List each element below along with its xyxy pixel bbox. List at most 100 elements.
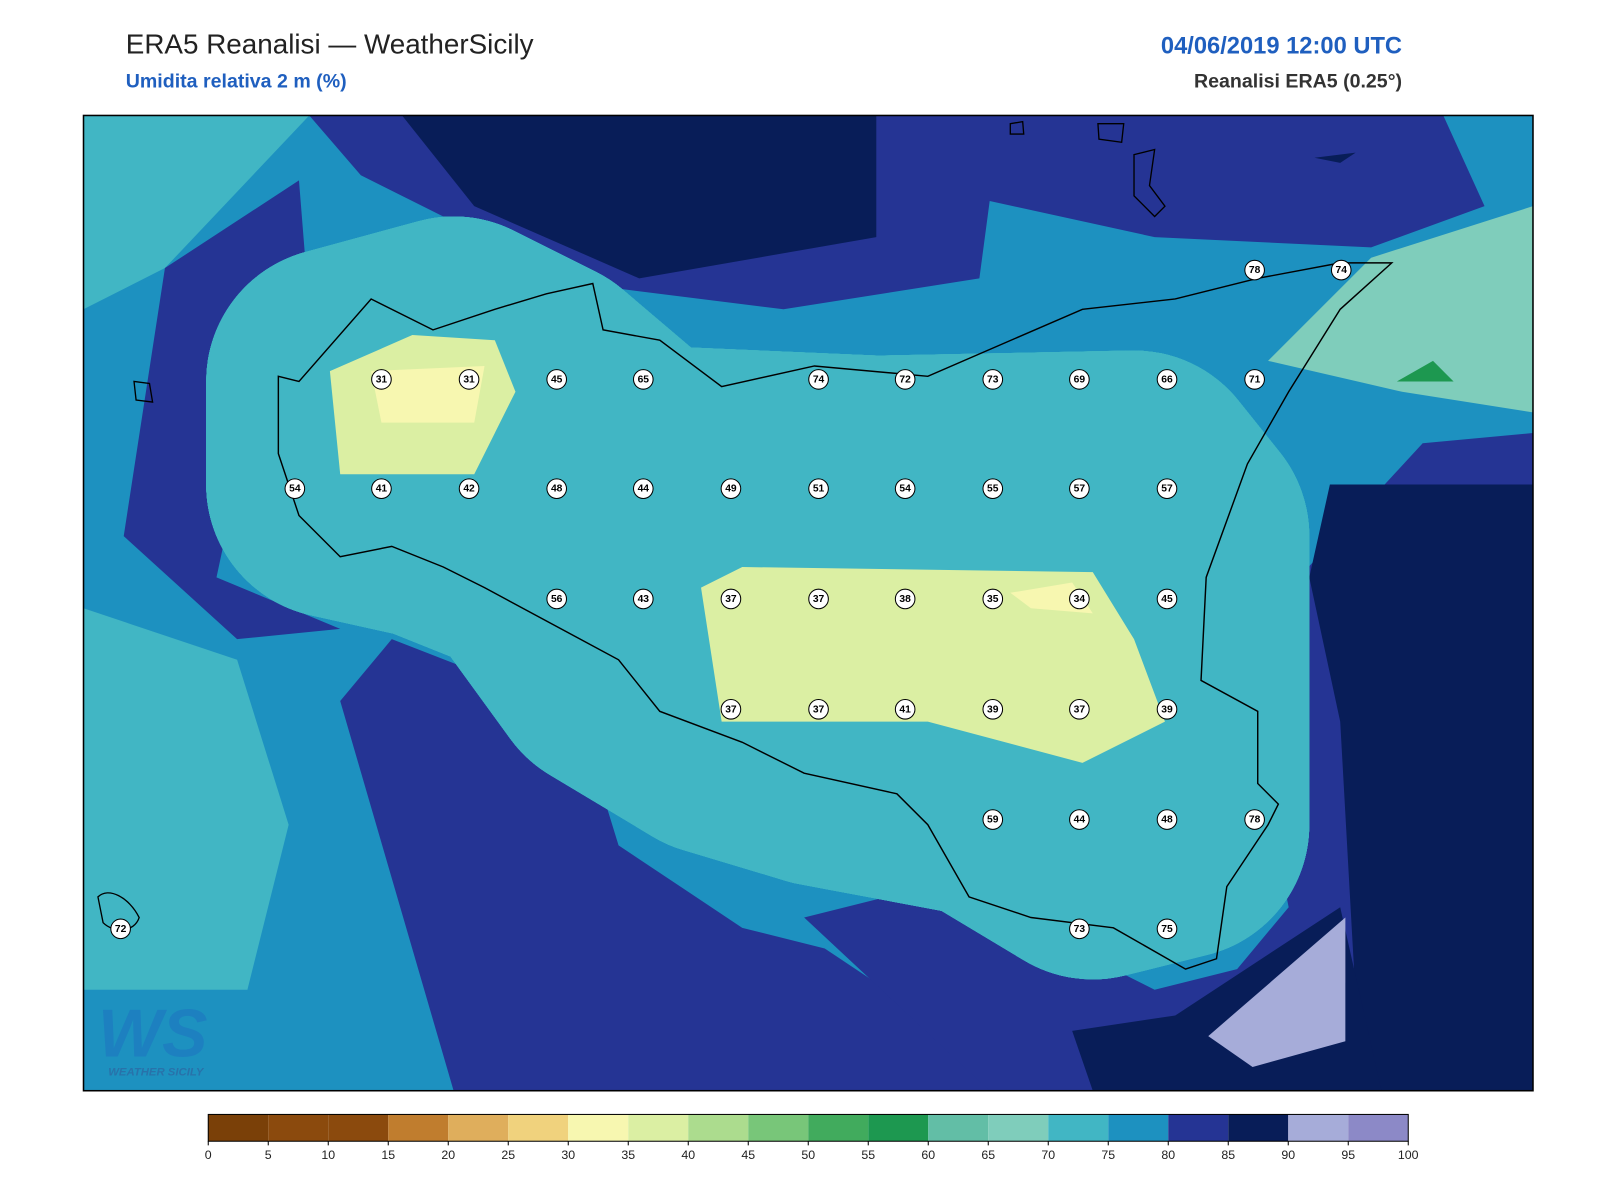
station-value: 56 [551, 594, 563, 605]
station-value: 72 [899, 374, 911, 385]
station-marker [458, 478, 480, 499]
station-value: 37 [813, 704, 825, 715]
colorbar-segment [508, 1114, 569, 1142]
colorbar-tick-label: 10 [321, 1148, 335, 1162]
station-marker [632, 478, 654, 499]
colorbar-segment [1228, 1114, 1289, 1142]
station-marker [1156, 809, 1178, 830]
station-marker [982, 369, 1004, 390]
colorbar-tick-label: 30 [561, 1148, 575, 1162]
colorbar-segment [568, 1114, 629, 1142]
station-marker [894, 698, 916, 720]
colorbar-tick-label: 45 [741, 1148, 755, 1162]
station-value: 41 [376, 484, 388, 495]
station-marker [1330, 259, 1352, 281]
colorbar-tick-label: 90 [1281, 1148, 1295, 1162]
station-value: 57 [1074, 484, 1086, 495]
station-value: 78 [1249, 815, 1261, 826]
colorbar-tick-label: 70 [1041, 1148, 1055, 1162]
station-marker [632, 588, 654, 610]
station-value: 37 [725, 704, 737, 715]
station-value: 54 [289, 484, 301, 495]
colorbar-tick-label: 95 [1341, 1148, 1355, 1162]
station-value: 48 [1161, 815, 1173, 826]
colorbar: 0 5 10 15 20 25 30 35 40 45 50 55 60 65 70 75 80 85 90 95 10… [205, 1113, 1419, 1162]
station-marker [808, 478, 829, 499]
station-value: 37 [725, 594, 737, 605]
colorbar-segment [1288, 1114, 1349, 1142]
station-value: 37 [813, 594, 825, 605]
station-marker [894, 588, 916, 610]
colorbar-segment [1168, 1114, 1229, 1142]
station-marker [1069, 918, 1090, 940]
station-marker [1069, 478, 1090, 499]
station-marker [1156, 369, 1178, 390]
colorbar-tick-label: 50 [801, 1148, 815, 1162]
colorbar-segment [748, 1114, 809, 1142]
station-value: 69 [1074, 374, 1086, 385]
datetime: 04/06/2019 12:00 UTC [1161, 34, 1402, 60]
map-frame [82, 114, 1534, 1092]
subtitle: Umidita relativa 2 m (%) [126, 71, 347, 93]
station-marker [1156, 478, 1178, 499]
station-value: 73 [987, 374, 999, 385]
station-marker [371, 478, 392, 499]
station-value: 34 [1074, 594, 1086, 605]
station-value: 72 [115, 924, 127, 935]
station-marker [632, 369, 654, 390]
station-marker [284, 478, 306, 499]
colorbar-tick-label: 15 [381, 1148, 395, 1162]
colorbar-tick-label: 25 [501, 1148, 515, 1162]
colorbar-segment [808, 1114, 869, 1142]
station-marker [1069, 809, 1090, 830]
colorbar-segment [208, 1114, 269, 1142]
station-marker [720, 698, 742, 720]
station-value: 31 [463, 374, 475, 385]
colorbar-tick-label: 100 [1398, 1148, 1419, 1162]
station-value: 48 [551, 484, 563, 495]
station-marker [1244, 369, 1265, 390]
station-value: 74 [1336, 265, 1348, 276]
colorbar-segment [868, 1114, 929, 1142]
station-value: 41 [899, 704, 911, 715]
station-marker [982, 809, 1004, 830]
station-marker [546, 369, 568, 390]
station-marker [371, 369, 392, 390]
station-value: 45 [551, 374, 563, 385]
station-value: 37 [1074, 704, 1086, 715]
station-marker [1156, 918, 1178, 940]
colorbar-segment [928, 1114, 989, 1142]
station-marker [546, 588, 568, 610]
colorbar-segment [388, 1114, 449, 1142]
station-marker [1069, 588, 1090, 610]
station-value: 59 [987, 815, 999, 826]
station-value: 44 [1074, 815, 1086, 826]
colorbar-segment [988, 1114, 1049, 1142]
station-value: 31 [376, 374, 388, 385]
colorbar-tick-label: 85 [1221, 1148, 1235, 1162]
station-value: 78 [1249, 265, 1261, 276]
station-value: 39 [987, 704, 999, 715]
station-marker [458, 369, 480, 390]
station-marker [720, 478, 742, 499]
station-value: 75 [1161, 924, 1173, 935]
station-value: 49 [725, 484, 737, 495]
logo-text: WEATHER SICILY [108, 1066, 205, 1078]
station-value: 51 [813, 484, 825, 495]
station-marker [1069, 698, 1090, 720]
colorbar-segment [688, 1114, 749, 1142]
colorbar-tick-label: 0 [205, 1148, 212, 1162]
station-value: 74 [813, 374, 825, 385]
colorbar-tick-label: 5 [265, 1148, 272, 1162]
station-values: 78 74 31 31 45 65 74 72 73 69 66 71 54 41 42 48 44 49 51 54… [110, 259, 1352, 940]
station-marker [894, 369, 916, 390]
station-marker [1244, 259, 1265, 281]
station-marker [1244, 809, 1265, 830]
station-marker [546, 478, 568, 499]
colorbar-tick-label: 40 [681, 1148, 695, 1162]
station-value: 57 [1161, 484, 1173, 495]
source: Reanalisi ERA5 (0.25°) [1194, 71, 1402, 93]
colorbar-tick-label: 20 [441, 1148, 455, 1162]
logo: WS WEATHER SICILY [98, 996, 208, 1079]
